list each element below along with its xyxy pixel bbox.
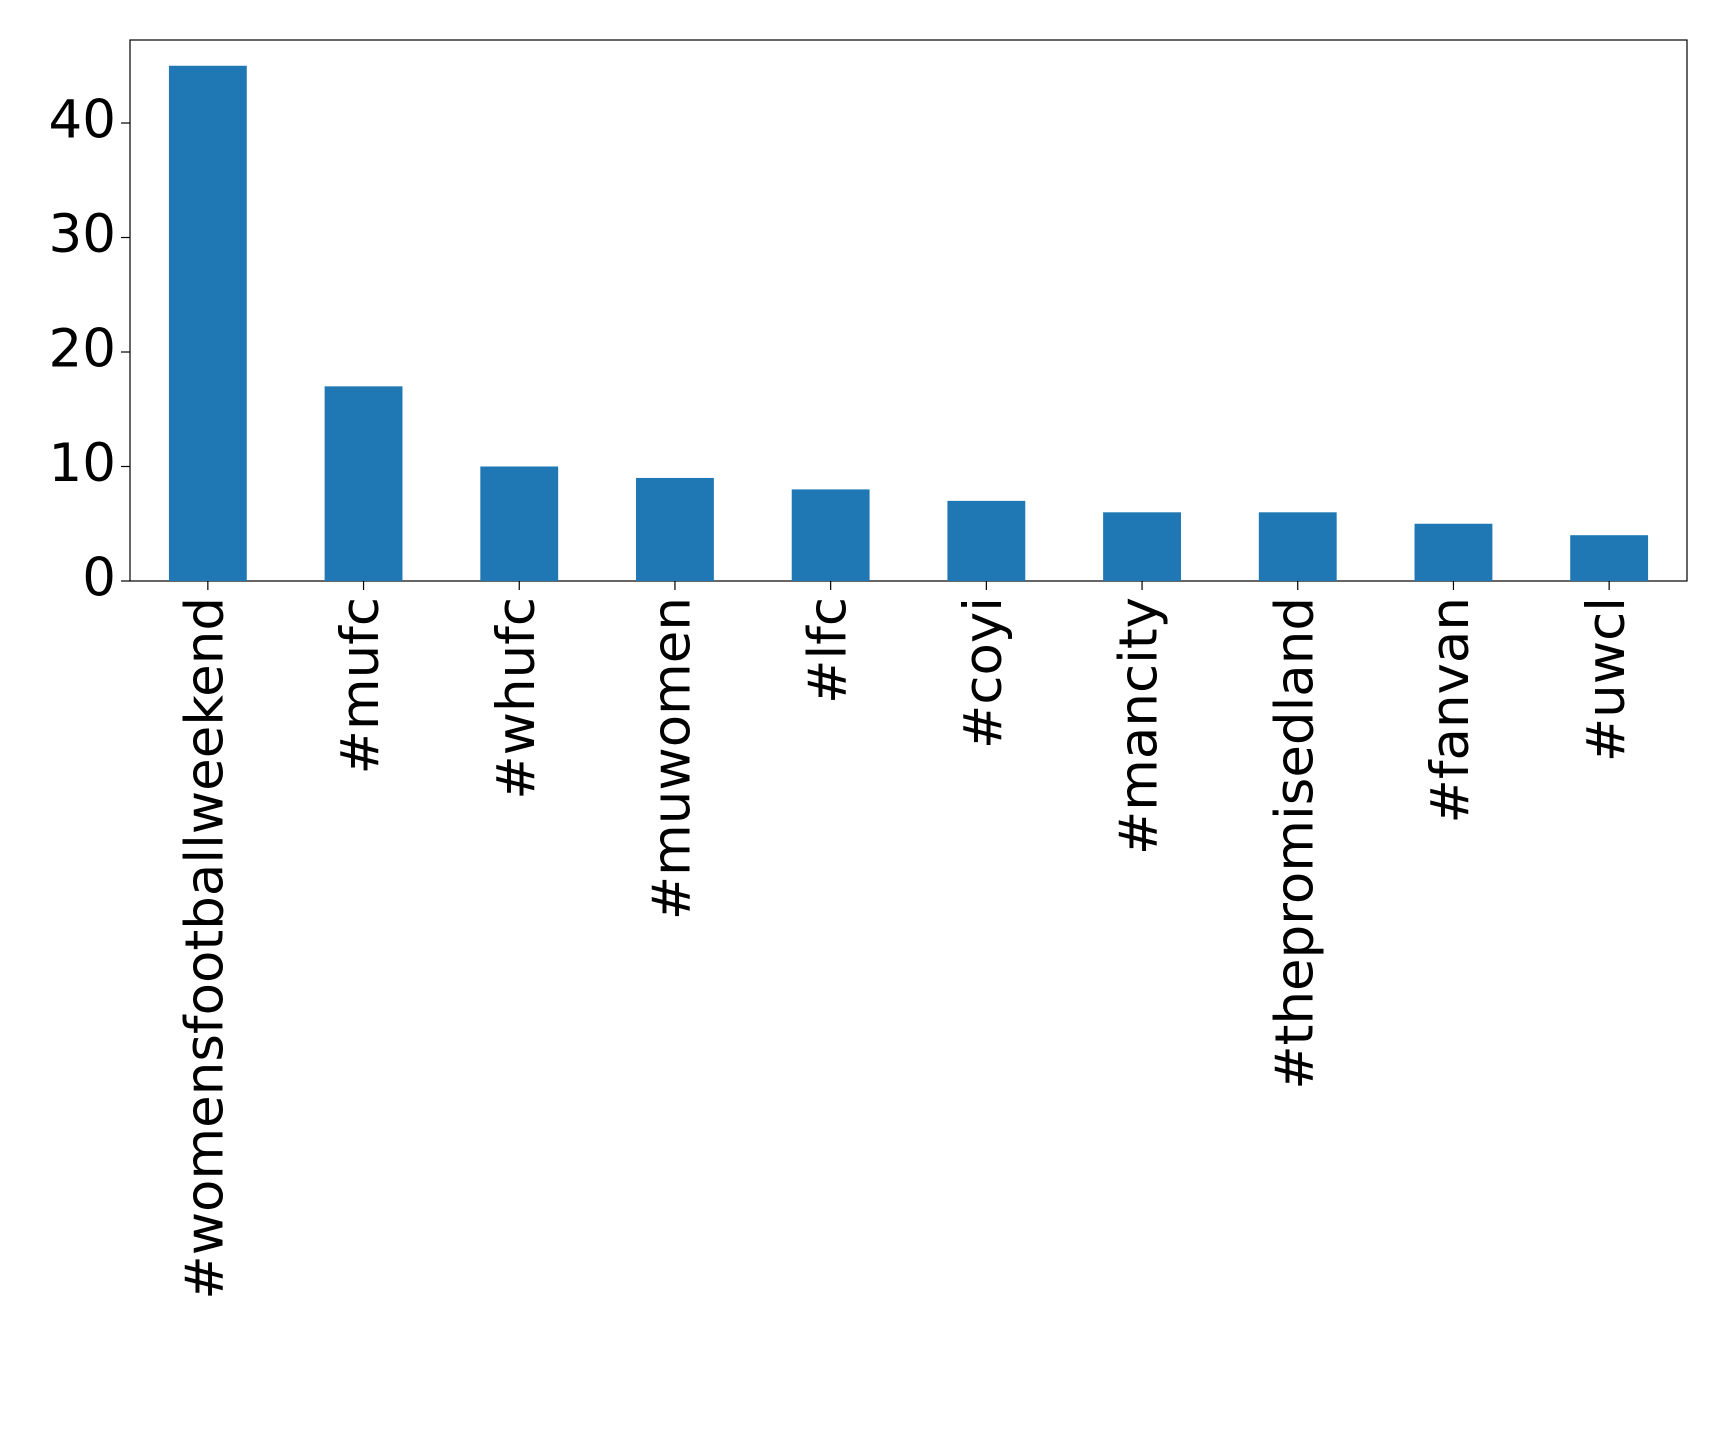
x-tick-label: #muwomen bbox=[642, 597, 703, 920]
bar bbox=[1570, 535, 1649, 581]
bar bbox=[636, 477, 714, 581]
x-tick-label: #lfc bbox=[797, 597, 858, 704]
y-tick-label: 0 bbox=[82, 548, 116, 609]
bar bbox=[1103, 512, 1181, 581]
bar bbox=[1258, 512, 1337, 581]
x-tick-label: #womensfootballweekend bbox=[174, 597, 235, 1300]
bar bbox=[947, 500, 1026, 581]
x-tick-label: #mufc bbox=[330, 597, 391, 774]
bar bbox=[791, 489, 870, 581]
x-tick-label: #coyi bbox=[953, 597, 1014, 749]
y-tick-label: 30 bbox=[49, 204, 116, 265]
bar bbox=[324, 386, 403, 581]
bar bbox=[1414, 523, 1493, 581]
y-tick-label: 40 bbox=[49, 90, 116, 151]
x-tick-label: #whufc bbox=[486, 597, 547, 800]
y-tick-label: 20 bbox=[49, 319, 116, 380]
y-tick-label: 10 bbox=[49, 433, 116, 494]
x-tick-label: #uwcl bbox=[1576, 597, 1637, 762]
x-tick-label: #fanvan bbox=[1420, 597, 1481, 824]
bar bbox=[480, 466, 559, 581]
plot-frame bbox=[129, 39, 1688, 582]
bar bbox=[168, 65, 247, 581]
x-tick-label: #thepromisedland bbox=[1264, 597, 1325, 1090]
x-tick-label: #mancity bbox=[1109, 597, 1170, 855]
